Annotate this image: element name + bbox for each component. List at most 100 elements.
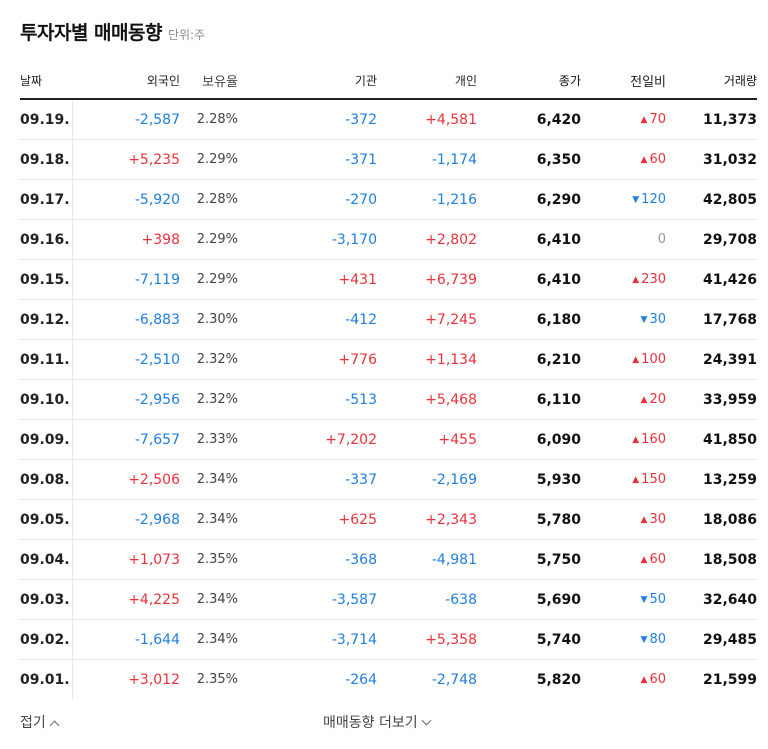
holding-cell: 2.32% (180, 339, 238, 380)
holding-cell: 2.35% (196, 672, 238, 687)
individual-cell: -2,748 (431, 671, 477, 688)
fold-button[interactable]: 접기 (20, 712, 60, 732)
foreign-cell: +1,073 (71, 539, 180, 580)
investor-trading-table: 날짜 외국인 보유율 기관 개인 종가 전일비 거래량 09.19. -2,587… (20, 62, 757, 699)
institution-cell: +776 (238, 339, 377, 380)
triangle-up-icon: ▲ (640, 395, 648, 405)
section-header: 투자자별 매매동향 단위:주 (20, 18, 205, 46)
foreign-cell: -7,119 (71, 259, 180, 300)
chevron-down-icon (421, 715, 432, 726)
institution-cell: -372 (238, 99, 377, 140)
date-cell: 09.11. (20, 339, 72, 380)
change-value: 30 (649, 512, 666, 527)
date-cell: 09.12. (20, 299, 72, 340)
change-value: 50 (649, 592, 666, 607)
table-row: 09.04. +1,073 2.35% -368 -4,981 5,750 ▲ 60 18,50… (20, 539, 757, 580)
foreign-cell: +398 (71, 219, 180, 260)
volume-cell: 11,373 (666, 99, 757, 140)
date-cell: 09.15. (20, 259, 72, 300)
triangle-up-icon: ▲ (640, 155, 648, 165)
volume-cell: 18,508 (666, 539, 757, 580)
table-row: 09.01. +3,012 2.35% -264 -2,748 5,820 ▲ 60 21,59… (20, 659, 757, 700)
volume-cell: 21,599 (702, 671, 757, 688)
triangle-up-icon: ▲ (632, 275, 640, 285)
triangle-down-icon: ▼ (640, 315, 648, 325)
change-cell: ▲ 100 (581, 339, 666, 380)
fold-label: 접기 (20, 715, 46, 731)
date-cell: 09.17. (20, 179, 72, 220)
triangle-down-icon: ▼ (640, 595, 648, 605)
table-row: 09.15. -7,119 2.29% +431 +6,739 6,410 ▲ 230 41,4… (20, 259, 757, 300)
change-value: 0 (657, 232, 666, 247)
holding-cell: 2.34% (180, 499, 238, 540)
change-value: 20 (649, 392, 666, 407)
triangle-up-icon: ▲ (640, 675, 648, 685)
more-trading-trends-button[interactable]: 매매동향 더보기 (323, 712, 432, 732)
triangle-up-icon: ▲ (640, 555, 648, 565)
institution-cell: -368 (238, 539, 377, 580)
change-cell: ▲ 70 (581, 99, 666, 140)
close-cell: 6,350 (477, 139, 581, 180)
volume-cell: 24,391 (666, 339, 757, 380)
holding-cell: 2.33% (180, 419, 238, 460)
table-row: 09.09. -7,657 2.33% +7,202 +455 6,090 ▲ 160 41,8… (20, 419, 757, 460)
close-cell: 5,820 (536, 671, 581, 688)
individual-cell: +1,134 (377, 339, 477, 380)
close-cell: 6,420 (477, 99, 581, 140)
table-row: 09.02. -1,644 2.34% -3,714 +5,358 5,740 ▼ 80 29,… (20, 619, 757, 660)
table-row: 09.11. -2,510 2.32% +776 +1,134 6,210 ▲ 100 24,3… (20, 339, 757, 380)
column-header-volume: 거래량 (666, 62, 757, 100)
foreign-cell: -1,644 (71, 619, 180, 660)
date-cell: 09.03. (20, 579, 72, 620)
date-cell: 09.19. (20, 99, 72, 140)
volume-cell: 29,485 (666, 619, 757, 660)
individual-cell: +7,245 (377, 299, 477, 340)
change-value: 230 (641, 272, 666, 287)
holding-cell: 2.32% (180, 379, 238, 420)
volume-cell: 18,086 (666, 499, 757, 540)
close-cell: 5,740 (477, 619, 581, 660)
close-cell: 6,410 (477, 259, 581, 300)
volume-cell: 41,850 (666, 419, 757, 460)
holding-cell: 2.30% (180, 299, 238, 340)
column-header-close: 종가 (477, 62, 581, 100)
individual-cell: +455 (377, 419, 477, 460)
change-cell: ▲ 60 (581, 660, 666, 700)
holding-cell: 2.29% (180, 139, 238, 180)
individual-cell: +2,802 (377, 219, 477, 260)
table-row: 09.05. -2,968 2.34% +625 +2,343 5,780 ▲ 30 18,08… (20, 499, 757, 540)
table-row: 09.17. -5,920 2.28% -270 -1,216 6,290 ▼ 120 42,8… (20, 179, 757, 220)
date-cell: 09.08. (20, 459, 72, 500)
close-cell: 6,290 (477, 179, 581, 220)
date-cell: 09.01. (20, 671, 70, 688)
change-cell: ▲ 230 (581, 259, 666, 300)
volume-cell: 13,259 (666, 459, 757, 500)
foreign-cell: -7,657 (71, 419, 180, 460)
individual-cell: +2,343 (377, 499, 477, 540)
volume-cell: 17,768 (666, 299, 757, 340)
holding-cell: 2.34% (180, 579, 238, 620)
volume-cell: 31,032 (666, 139, 757, 180)
holding-cell: 2.29% (180, 219, 238, 260)
table-row: 09.03. +4,225 2.34% -3,587 -638 5,690 ▼ 50 32,64… (20, 579, 757, 620)
change-cell: ▲ 150 (581, 459, 666, 500)
close-cell: 6,090 (477, 419, 581, 460)
holding-cell: 2.35% (180, 539, 238, 580)
foreign-cell: +2,506 (71, 459, 180, 500)
table-header-row: 날짜 외국인 보유율 기관 개인 종가 전일비 거래량 (20, 62, 757, 100)
foreign-cell: -2,587 (71, 99, 180, 140)
holding-cell: 2.34% (180, 619, 238, 660)
unit-label: 단위:주 (167, 28, 206, 42)
change-value: 60 (649, 552, 666, 567)
foreign-cell: -2,968 (71, 499, 180, 540)
change-cell: ▲ 60 (581, 539, 666, 580)
table-row: 09.12. -6,883 2.30% -412 +7,245 6,180 ▼ 30 17,76… (20, 299, 757, 340)
triangle-down-icon: ▼ (640, 635, 648, 645)
table-body: 09.19. -2,587 2.28% -372 +4,581 6,420 ▲ 70 11,37… (20, 99, 757, 699)
change-cell: ▲ 60 (581, 139, 666, 180)
volume-cell: 32,640 (666, 579, 757, 620)
individual-cell: -4,981 (377, 539, 477, 580)
holding-cell: 2.29% (180, 259, 238, 300)
holding-cell: 2.28% (180, 99, 238, 140)
foreign-cell: -2,956 (71, 379, 180, 420)
